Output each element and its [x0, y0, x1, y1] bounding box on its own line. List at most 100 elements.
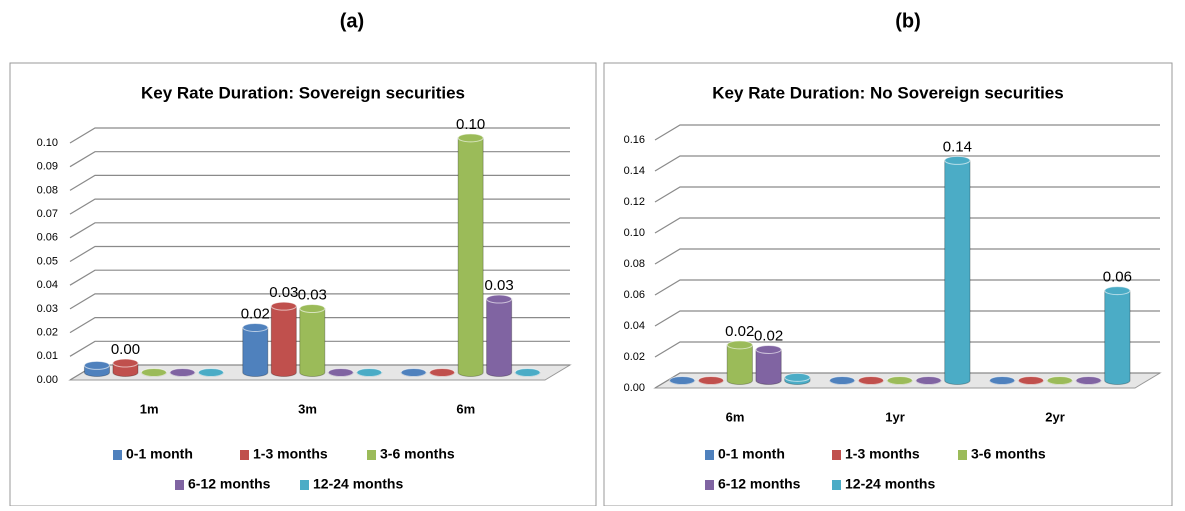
legend-swatch — [832, 450, 841, 460]
y-tick-label: 0.03 — [37, 303, 58, 315]
bar — [457, 137, 484, 377]
bar — [270, 305, 297, 377]
grid-line — [69, 317, 570, 334]
legend-swatch — [367, 450, 376, 460]
legend-swatch — [832, 480, 841, 490]
bar-cap — [755, 345, 782, 354]
legend-label: 3-6 months — [380, 446, 455, 462]
legend-swatch — [240, 450, 249, 460]
bar-cap — [989, 376, 1016, 385]
bar-cap — [669, 376, 696, 385]
bar-cap — [1075, 376, 1102, 385]
bar-cap — [169, 368, 196, 377]
value-label: 0.02 — [241, 305, 270, 322]
bar-cap — [400, 368, 427, 377]
legend-label: 0-1 month — [126, 446, 193, 462]
value-label: 0.03 — [485, 277, 514, 294]
y-tick-label: 0.04 — [624, 320, 645, 332]
bar-cap — [242, 322, 269, 332]
bar-cap — [1017, 376, 1045, 385]
y-tick-label: 0.10 — [37, 137, 58, 149]
bar-cap — [299, 304, 326, 314]
legend-label: 0-1 month — [718, 446, 785, 462]
panel-label: (a) — [340, 10, 364, 32]
chart-frame — [603, 62, 1173, 507]
y-tick-label: 0.00 — [37, 374, 58, 386]
bar-cap — [356, 368, 383, 377]
grid-line — [654, 217, 1160, 234]
value-label: 0.03 — [269, 284, 298, 301]
bar-cap — [514, 368, 541, 377]
y-tick-label: 0.14 — [624, 165, 645, 177]
bar-cap — [83, 360, 110, 370]
legend-label: 6-12 months — [718, 476, 801, 492]
grid-line — [69, 222, 570, 239]
grid-line — [654, 186, 1160, 203]
grid-line — [69, 293, 570, 310]
legend-swatch — [113, 450, 122, 460]
grid-line — [69, 340, 570, 357]
value-label: 0.03 — [298, 286, 327, 303]
y-tick-label: 0.09 — [37, 161, 58, 173]
grid-line — [654, 341, 1160, 358]
grid-line — [654, 155, 1160, 172]
legend-swatch — [705, 450, 714, 460]
y-tick-label: 0.12 — [624, 196, 645, 208]
bar-cap — [915, 376, 942, 385]
bar — [299, 308, 326, 377]
grid-line — [654, 248, 1160, 265]
panel-label: (b) — [895, 10, 921, 32]
y-tick-label: 0.07 — [37, 208, 58, 220]
value-label: 0.02 — [754, 327, 783, 344]
y-tick-label: 0.08 — [624, 258, 645, 270]
bar-cap — [1104, 286, 1131, 296]
legend-label: 3-6 months — [971, 446, 1046, 462]
bar-cap — [112, 358, 139, 368]
bar-cap — [726, 340, 753, 350]
bar — [1104, 290, 1131, 385]
value-label: 0.00 — [111, 341, 140, 358]
grid-line — [69, 198, 570, 215]
x-tick-label: 6m — [726, 409, 745, 424]
bar-cap — [457, 133, 484, 143]
bar-cap — [857, 376, 885, 385]
grid-line — [69, 174, 570, 191]
y-tick-label: 0.00 — [624, 382, 645, 394]
bar-cap — [327, 368, 354, 377]
bar-cap — [429, 368, 456, 377]
bar-cap — [886, 376, 913, 385]
bar-cap — [270, 301, 297, 311]
bar — [726, 344, 753, 385]
y-tick-label: 0.06 — [37, 232, 58, 244]
y-tick-label: 0.02 — [37, 327, 58, 339]
grid-line — [69, 151, 570, 168]
y-tick-label: 0.10 — [624, 227, 645, 239]
legend-label: 12-24 months — [845, 476, 935, 492]
grid-line — [654, 372, 1160, 389]
x-tick-label: 2yr — [1045, 409, 1065, 424]
grid-line — [69, 127, 570, 144]
grid-line — [69, 269, 570, 286]
grid-line — [654, 279, 1160, 296]
bar-cap — [140, 368, 167, 377]
x-tick-label: 1m — [140, 401, 159, 416]
legend-swatch — [958, 450, 967, 460]
y-tick-label: 0.02 — [624, 351, 645, 363]
grid-line — [654, 310, 1160, 327]
value-label: 0.02 — [725, 323, 754, 340]
x-tick-label: 6m — [456, 401, 475, 416]
x-tick-label: 3m — [298, 401, 317, 416]
x-tick-label: 1yr — [885, 409, 905, 424]
grid-line — [69, 245, 570, 263]
legend-swatch — [300, 480, 309, 490]
legend-label: 6-12 months — [188, 476, 271, 492]
bar — [944, 159, 971, 385]
y-tick-label: 0.16 — [624, 134, 645, 146]
bar-cap — [197, 368, 224, 377]
bar-cap — [697, 376, 725, 385]
y-tick-label: 0.06 — [624, 289, 645, 301]
legend-swatch — [175, 480, 184, 490]
chart-frame — [9, 62, 597, 507]
